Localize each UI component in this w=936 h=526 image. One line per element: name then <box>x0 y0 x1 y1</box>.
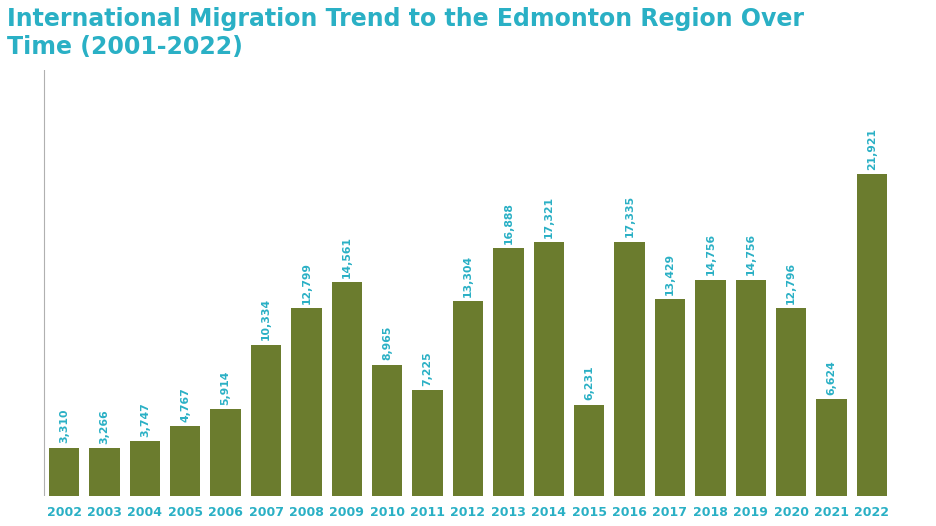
Bar <box>655 299 685 497</box>
Text: 3,747: 3,747 <box>139 402 150 437</box>
Text: 5,914: 5,914 <box>221 371 230 405</box>
Text: 12,799: 12,799 <box>301 262 312 304</box>
Bar <box>211 409 241 497</box>
Bar <box>453 301 483 497</box>
Text: 4,767: 4,767 <box>181 387 190 422</box>
Text: 6,624: 6,624 <box>826 360 837 394</box>
Bar <box>736 280 766 497</box>
Bar <box>331 282 362 497</box>
Bar <box>170 426 200 497</box>
Bar <box>776 308 806 497</box>
Bar <box>372 365 402 497</box>
Bar <box>493 248 523 497</box>
Bar <box>856 175 887 497</box>
Bar <box>291 308 322 497</box>
Bar <box>574 405 605 497</box>
Text: 13,429: 13,429 <box>665 252 675 295</box>
Text: 21,921: 21,921 <box>867 128 877 170</box>
Text: 13,304: 13,304 <box>463 255 473 297</box>
Text: 8,965: 8,965 <box>382 326 392 360</box>
Text: 17,335: 17,335 <box>624 195 635 237</box>
Bar <box>49 448 80 497</box>
Text: 7,225: 7,225 <box>422 351 432 386</box>
Text: International Migration Trend to the Edmonton Region Over
Time (2001-2022): International Migration Trend to the Edm… <box>7 7 804 59</box>
Bar <box>534 242 564 497</box>
Bar <box>614 242 645 497</box>
Bar <box>413 390 443 497</box>
Text: 16,888: 16,888 <box>504 202 514 244</box>
Bar <box>251 345 281 497</box>
Bar <box>695 280 725 497</box>
Bar <box>89 448 120 497</box>
Text: 14,756: 14,756 <box>746 233 755 275</box>
Text: 10,334: 10,334 <box>261 298 271 340</box>
Text: 17,321: 17,321 <box>544 196 554 238</box>
Text: 3,266: 3,266 <box>99 409 110 444</box>
Text: 14,756: 14,756 <box>706 233 715 275</box>
Bar <box>130 441 160 497</box>
Text: 6,231: 6,231 <box>584 366 594 400</box>
Text: 3,310: 3,310 <box>59 409 69 443</box>
Text: 14,561: 14,561 <box>342 236 352 278</box>
Bar <box>816 399 847 497</box>
Text: 12,796: 12,796 <box>786 262 797 304</box>
